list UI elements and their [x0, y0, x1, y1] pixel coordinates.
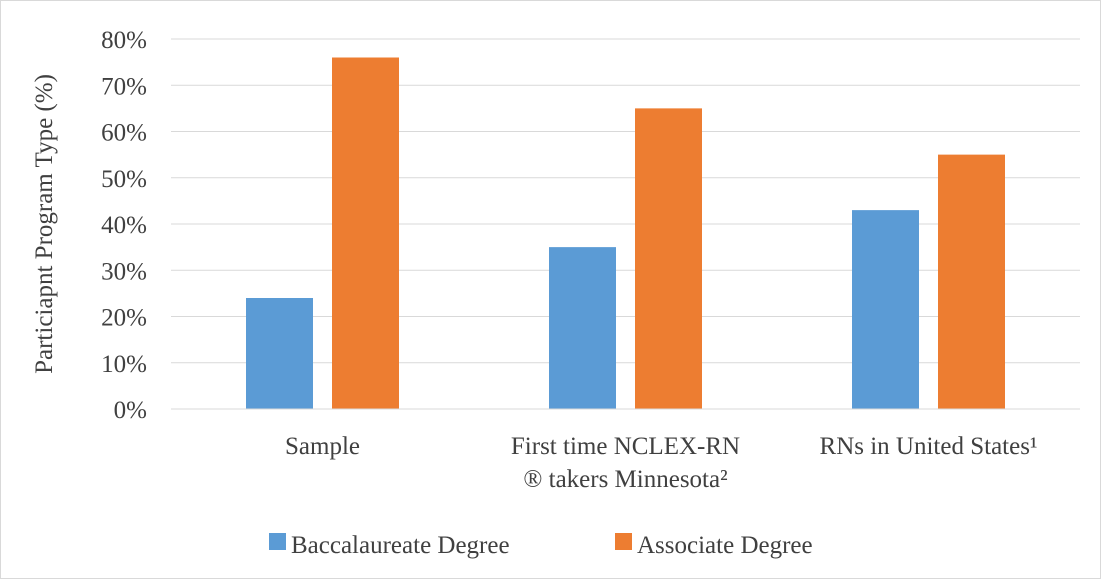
gridlines	[171, 38, 1080, 364]
y-tick-label: 20%	[101, 305, 147, 332]
x-category-label: RNs in United States¹	[820, 433, 1038, 460]
bar-baccalaureate-degree	[246, 298, 313, 409]
bar-associate-degree	[938, 154, 1005, 409]
bar-associate-degree	[635, 108, 702, 409]
x-axis-categories: Sample First time NCLEX-RN ® takers Minnes…	[285, 433, 1037, 493]
y-tick-label: 10%	[101, 351, 147, 378]
bar-baccalaureate-degree	[549, 247, 616, 409]
y-tick-label: 30%	[101, 258, 147, 285]
y-tick-label: 70%	[101, 73, 147, 100]
bars	[246, 57, 1005, 409]
bar-associate-degree	[332, 57, 399, 409]
y-tick-label: 50%	[101, 166, 147, 193]
legend-label: Baccalaureate Degree	[291, 532, 510, 559]
y-axis-label: Particiapnt Program Type (%)	[31, 74, 58, 374]
y-tick-label: 60%	[101, 120, 147, 147]
x-category-label: First time NCLEX-RN	[511, 433, 740, 460]
y-tick-label: 80%	[101, 27, 147, 54]
bar-baccalaureate-degree	[852, 210, 919, 409]
y-tick-label: 40%	[101, 212, 147, 239]
legend-swatch	[269, 533, 286, 550]
legend: Baccalaureate Degree Associate Degree	[269, 532, 813, 559]
x-category-label: ® takers Minnesota²	[523, 466, 727, 493]
y-tick-label: 0%	[114, 397, 147, 424]
legend-swatch	[615, 533, 632, 550]
y-axis-ticks: 0% 10% 20% 30% 40% 50% 60% 70% 80%	[101, 27, 147, 424]
x-category-label: Sample	[285, 433, 360, 460]
legend-label: Associate Degree	[637, 532, 813, 559]
